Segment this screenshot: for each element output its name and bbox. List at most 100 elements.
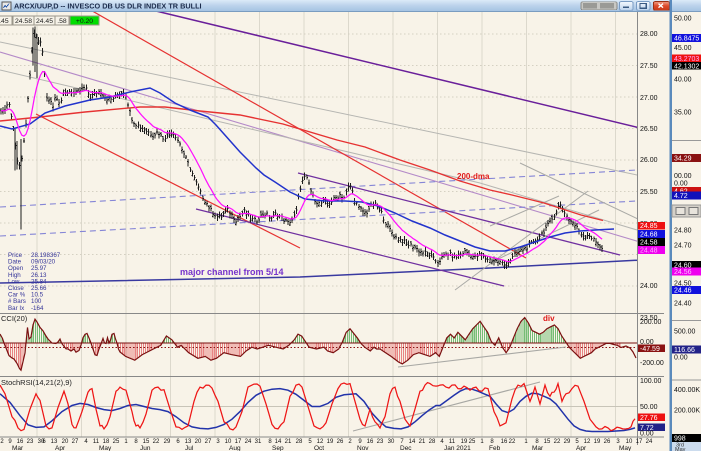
svg-text:3rd: 3rd bbox=[676, 443, 684, 449]
svg-text:7: 7 bbox=[400, 439, 404, 445]
svg-text:34.29: 34.29 bbox=[674, 156, 692, 163]
svg-text:Jan 2021: Jan 2021 bbox=[444, 445, 471, 451]
svg-text:3: 3 bbox=[616, 439, 620, 445]
svg-text:42.1302: 42.1302 bbox=[674, 63, 699, 70]
svg-text:13: 13 bbox=[51, 439, 58, 445]
svg-text:12: 12 bbox=[317, 439, 324, 445]
svg-text:0.00: 0.00 bbox=[640, 339, 654, 346]
svg-text:24.85: 24.85 bbox=[640, 223, 658, 230]
svg-text:45.00: 45.00 bbox=[674, 45, 692, 52]
svg-text:2: 2 bbox=[348, 439, 352, 445]
svg-text:26: 26 bbox=[604, 439, 611, 445]
svg-text:Jul: Jul bbox=[185, 445, 194, 451]
svg-text:Feb: Feb bbox=[489, 445, 501, 451]
svg-text:0.00: 0.00 bbox=[674, 355, 688, 362]
svg-text:24.60: 24.60 bbox=[674, 263, 692, 270]
svg-text:26: 26 bbox=[337, 439, 344, 445]
svg-text:10.5: 10.5 bbox=[31, 292, 44, 299]
svg-text:25.84: 25.84 bbox=[31, 278, 47, 285]
svg-text:25.50: 25.50 bbox=[640, 189, 658, 196]
svg-text:26.13: 26.13 bbox=[31, 272, 47, 279]
svg-text:div: div bbox=[543, 314, 555, 323]
svg-text:-47.59: -47.59 bbox=[640, 346, 660, 353]
svg-text:24.48: 24.48 bbox=[640, 248, 658, 255]
svg-text:25: 25 bbox=[469, 439, 476, 445]
svg-text:16: 16 bbox=[501, 439, 508, 445]
svg-text:15: 15 bbox=[143, 439, 150, 445]
svg-text:28.00: 28.00 bbox=[640, 31, 658, 38]
svg-text:major channel from 5/14: major channel from 5/14 bbox=[180, 267, 284, 277]
svg-text:28.198367: 28.198367 bbox=[31, 252, 61, 259]
svg-text:13: 13 bbox=[185, 439, 192, 445]
svg-text:2: 2 bbox=[0, 439, 4, 445]
svg-text:25.97: 25.97 bbox=[31, 265, 47, 272]
svg-text:100.00: 100.00 bbox=[640, 378, 662, 385]
svg-text:24.46: 24.46 bbox=[674, 288, 692, 295]
svg-text:11: 11 bbox=[449, 439, 456, 445]
svg-text:40.00: 40.00 bbox=[674, 77, 692, 84]
svg-text:28: 28 bbox=[296, 439, 303, 445]
svg-text:24.80: 24.80 bbox=[674, 228, 692, 235]
svg-text:Price: Price bbox=[8, 252, 23, 259]
svg-text:1: 1 bbox=[480, 439, 484, 445]
svg-text:0.00: 0.00 bbox=[674, 181, 688, 188]
svg-text:24.45: 24.45 bbox=[36, 18, 53, 25]
svg-text:35.00: 35.00 bbox=[674, 110, 692, 117]
svg-text:24.56: 24.56 bbox=[674, 269, 692, 276]
svg-text:500.00: 500.00 bbox=[674, 329, 696, 336]
svg-text:-200.00: -200.00 bbox=[640, 360, 664, 367]
svg-text:3: 3 bbox=[216, 439, 220, 445]
svg-text:8: 8 bbox=[535, 439, 539, 445]
svg-text:24.58: 24.58 bbox=[15, 18, 32, 25]
svg-text:23: 23 bbox=[27, 439, 34, 445]
svg-text:11: 11 bbox=[93, 439, 100, 445]
svg-text:29: 29 bbox=[164, 439, 171, 445]
svg-text:Oct: Oct bbox=[314, 445, 324, 451]
svg-text:26.00: 26.00 bbox=[640, 157, 658, 164]
svg-text:24.58: 24.58 bbox=[640, 240, 658, 247]
svg-text:May: May bbox=[675, 447, 686, 451]
svg-text:10: 10 bbox=[626, 439, 633, 445]
svg-text:6: 6 bbox=[176, 439, 180, 445]
svg-text:25.66: 25.66 bbox=[31, 285, 47, 292]
svg-text:24.50: 24.50 bbox=[674, 281, 692, 288]
svg-text:24.40: 24.40 bbox=[674, 301, 692, 308]
svg-text:8: 8 bbox=[490, 439, 494, 445]
svg-text:Nov: Nov bbox=[357, 445, 369, 451]
svg-text:# Bars: # Bars bbox=[8, 298, 26, 305]
svg-text:09/03/20: 09/03/20 bbox=[31, 259, 56, 266]
svg-text:31: 31 bbox=[255, 439, 262, 445]
svg-text:4.45: 4.45 bbox=[0, 18, 9, 25]
svg-text:4: 4 bbox=[440, 439, 444, 445]
svg-text:27.76: 27.76 bbox=[640, 415, 658, 422]
svg-text:23.50: 23.50 bbox=[640, 315, 658, 322]
svg-text:28: 28 bbox=[429, 439, 436, 445]
svg-text:15: 15 bbox=[544, 439, 551, 445]
svg-text:9: 9 bbox=[8, 439, 12, 445]
svg-text:Date: Date bbox=[8, 259, 22, 266]
svg-text:100: 100 bbox=[31, 298, 42, 305]
svg-text:20: 20 bbox=[62, 439, 69, 445]
svg-text:46.8475: 46.8475 bbox=[674, 36, 699, 43]
svg-text:Car %: Car % bbox=[8, 292, 26, 299]
svg-text:200.00K: 200.00K bbox=[674, 408, 700, 415]
svg-text:May: May bbox=[619, 445, 632, 451]
svg-text:Apr: Apr bbox=[576, 445, 587, 451]
svg-text:26.50: 26.50 bbox=[640, 126, 658, 133]
svg-text:14: 14 bbox=[409, 439, 416, 445]
svg-text:20: 20 bbox=[195, 439, 202, 445]
svg-text:27: 27 bbox=[205, 439, 212, 445]
svg-text:1: 1 bbox=[124, 439, 128, 445]
svg-text:High: High bbox=[8, 272, 21, 279]
svg-text:00.00: 00.00 bbox=[674, 173, 692, 180]
svg-text:Low: Low bbox=[8, 278, 20, 285]
svg-text:ARCX/UUP,D -- INVESCO DB US DL: ARCX/UUP,D -- INVESCO DB US DLR INDEX TR… bbox=[14, 2, 202, 11]
svg-text:24.70: 24.70 bbox=[674, 243, 692, 250]
svg-text:18: 18 bbox=[103, 439, 110, 445]
svg-text:27: 27 bbox=[72, 439, 79, 445]
svg-text:16: 16 bbox=[367, 439, 374, 445]
svg-text:23: 23 bbox=[377, 439, 384, 445]
svg-text:25: 25 bbox=[113, 439, 120, 445]
svg-text:4.72: 4.72 bbox=[674, 193, 688, 200]
svg-text:Apr: Apr bbox=[55, 445, 66, 451]
